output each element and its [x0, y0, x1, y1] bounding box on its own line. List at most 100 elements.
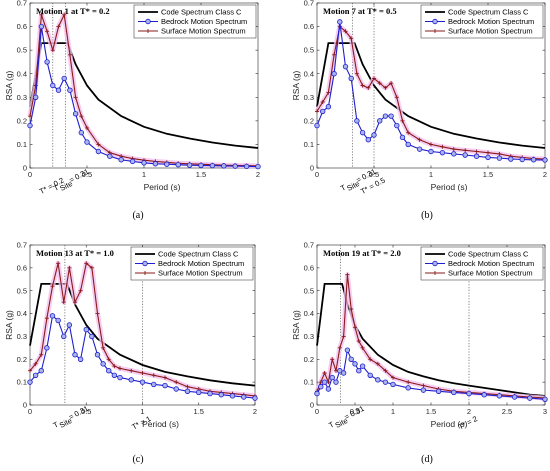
bedrock-spectrum-point — [359, 129, 366, 136]
surface-spectrum-point — [463, 148, 468, 153]
x-axis-label: Period (s) — [142, 419, 179, 429]
bedrock-spectrum-point — [337, 368, 343, 374]
surface-spectrum-point — [185, 384, 190, 389]
bedrock-spectrum-point — [367, 372, 373, 378]
bedrock-spectrum-point — [78, 129, 84, 136]
y-tick-label: 0.6 — [304, 22, 314, 31]
y-tick-label: 0 — [23, 401, 27, 410]
surface-spectrum-point — [39, 12, 44, 17]
x-axis-label: Period (s) — [144, 182, 181, 192]
x-tick-label: 0.5 — [81, 407, 91, 416]
y-tick-label: 0.4 — [17, 309, 27, 318]
legend-label: Surface Motion Spectrum — [448, 27, 533, 36]
x-axis-label: Period (s) — [431, 182, 468, 192]
x-tick-label: 0 — [28, 170, 32, 179]
y-tick-label: 0.7 — [304, 241, 314, 250]
surface-spectrum-point — [406, 130, 411, 135]
bedrock-spectrum-point — [344, 347, 351, 353]
legend-label: Bedrock Motion Spectrum — [161, 17, 247, 26]
y-tick-label: 0.4 — [17, 69, 27, 78]
bedrock-spectrum-point — [198, 162, 204, 169]
surface-spectrum-point — [417, 137, 422, 142]
x-tick-label: 0.5 — [350, 407, 360, 416]
x-tick-label: 1.5 — [426, 407, 436, 416]
y-tick-label: 0.2 — [304, 355, 314, 364]
surface-spectrum-point — [118, 366, 122, 371]
bedrock-spectrum-point — [428, 148, 434, 155]
reference-line-label: T* = 2 — [457, 414, 479, 431]
bedrock-spectrum-point — [530, 157, 537, 163]
surface-spectrum-point — [39, 352, 44, 357]
surface-spectrum-point — [341, 334, 346, 339]
bedrock-spectrum-point — [439, 149, 446, 156]
x-axis-label: Period (s) — [431, 419, 468, 429]
surface-spectrum-point — [406, 380, 411, 385]
bedrock-spectrum-point — [354, 118, 360, 124]
bedrock-spectrum-point — [243, 163, 250, 170]
surface-spectrum-point — [96, 142, 101, 147]
bedrock-spectrum-point — [542, 157, 548, 163]
bedrock-spectrum-point — [218, 392, 224, 398]
y-tick-label: 0.1 — [17, 378, 27, 387]
bedrock-spectrum-point — [375, 377, 381, 383]
y-tick-label: 0.2 — [17, 355, 27, 364]
panel-c: 0 0.5 1 1.5 2 0 0.1 0.2 0.3 0.4 0.5 0.6 0.7 Period (s… — [4, 241, 258, 432]
surface-spectrum-point — [33, 361, 38, 366]
legend-label: Surface Motion Spectrum — [448, 269, 533, 278]
panel-caption: (a) — [132, 210, 143, 221]
bedrock-spectrum-point — [118, 157, 124, 163]
code-spectrum-line — [316, 42, 546, 149]
legend-label: Code Spectrum Class C — [161, 8, 242, 17]
legend-label: Surface Motion Spectrum — [158, 269, 243, 278]
bedrock-spectrum-point — [405, 141, 411, 148]
bedrock-spectrum-point — [519, 156, 525, 163]
panel-title: Motion 13 at T* = 1.0 — [36, 248, 114, 258]
x-tick-label: 2 — [253, 407, 257, 416]
bedrock-spectrum-point — [331, 71, 337, 77]
bedrock-spectrum-point — [229, 393, 236, 399]
bedrock-spectrum-point — [89, 333, 95, 340]
surface-spectrum-point — [400, 118, 405, 123]
bedrock-spectrum-point — [139, 379, 146, 385]
x-tick-label: 1 — [142, 170, 146, 179]
bedrock-spectrum-point — [405, 385, 411, 391]
legend-swatch-marker — [432, 260, 438, 267]
surface-spectrum-point — [174, 380, 179, 385]
y-tick-label: 0.3 — [17, 93, 27, 102]
surface-spectrum-point — [101, 345, 106, 350]
bedrock-spectrum-point — [83, 326, 89, 333]
bedrock-spectrum-point — [496, 393, 503, 399]
bedrock-spectrum-point — [196, 389, 202, 396]
bedrock-spectrum-point — [394, 122, 400, 129]
surface-spectrum-point — [56, 261, 61, 266]
bedrock-spectrum-point — [184, 388, 191, 394]
bedrock-spectrum-point — [152, 161, 159, 167]
legend-swatch-marker — [433, 271, 437, 275]
x-tick-label: 0 — [315, 170, 319, 179]
bedrock-spectrum-point — [333, 379, 339, 385]
legend-swatch-marker — [146, 29, 150, 33]
bedrock-spectrum-point — [38, 23, 45, 30]
y-tick-label: 0.5 — [304, 286, 314, 295]
bedrock-spectrum-point — [382, 379, 389, 385]
x-tick-label: 2 — [256, 170, 260, 179]
x-tick-label: 2 — [543, 170, 547, 179]
legend-swatch-marker — [143, 271, 147, 275]
surface-spectrum-point — [73, 300, 77, 305]
y-tick-label: 0.6 — [17, 22, 27, 31]
surface-spectrum-point — [354, 71, 359, 76]
bedrock-spectrum-point — [399, 134, 406, 141]
surface-spectrum-point — [129, 368, 134, 373]
surface-spectrum-point — [366, 85, 371, 90]
bedrock-spectrum-point — [49, 313, 56, 319]
bedrock-spectrum-point — [44, 59, 50, 65]
bedrock-spectrum-point — [117, 374, 123, 381]
surface-spectrum-point — [360, 83, 365, 88]
bedrock-spectrum-point — [511, 394, 518, 400]
surface-spectrum-point — [345, 272, 350, 277]
bedrock-spectrum-point — [106, 368, 112, 374]
panel-caption: (d) — [421, 454, 433, 465]
bedrock-spectrum-point — [128, 377, 134, 383]
bedrock-spectrum-point — [207, 390, 213, 397]
